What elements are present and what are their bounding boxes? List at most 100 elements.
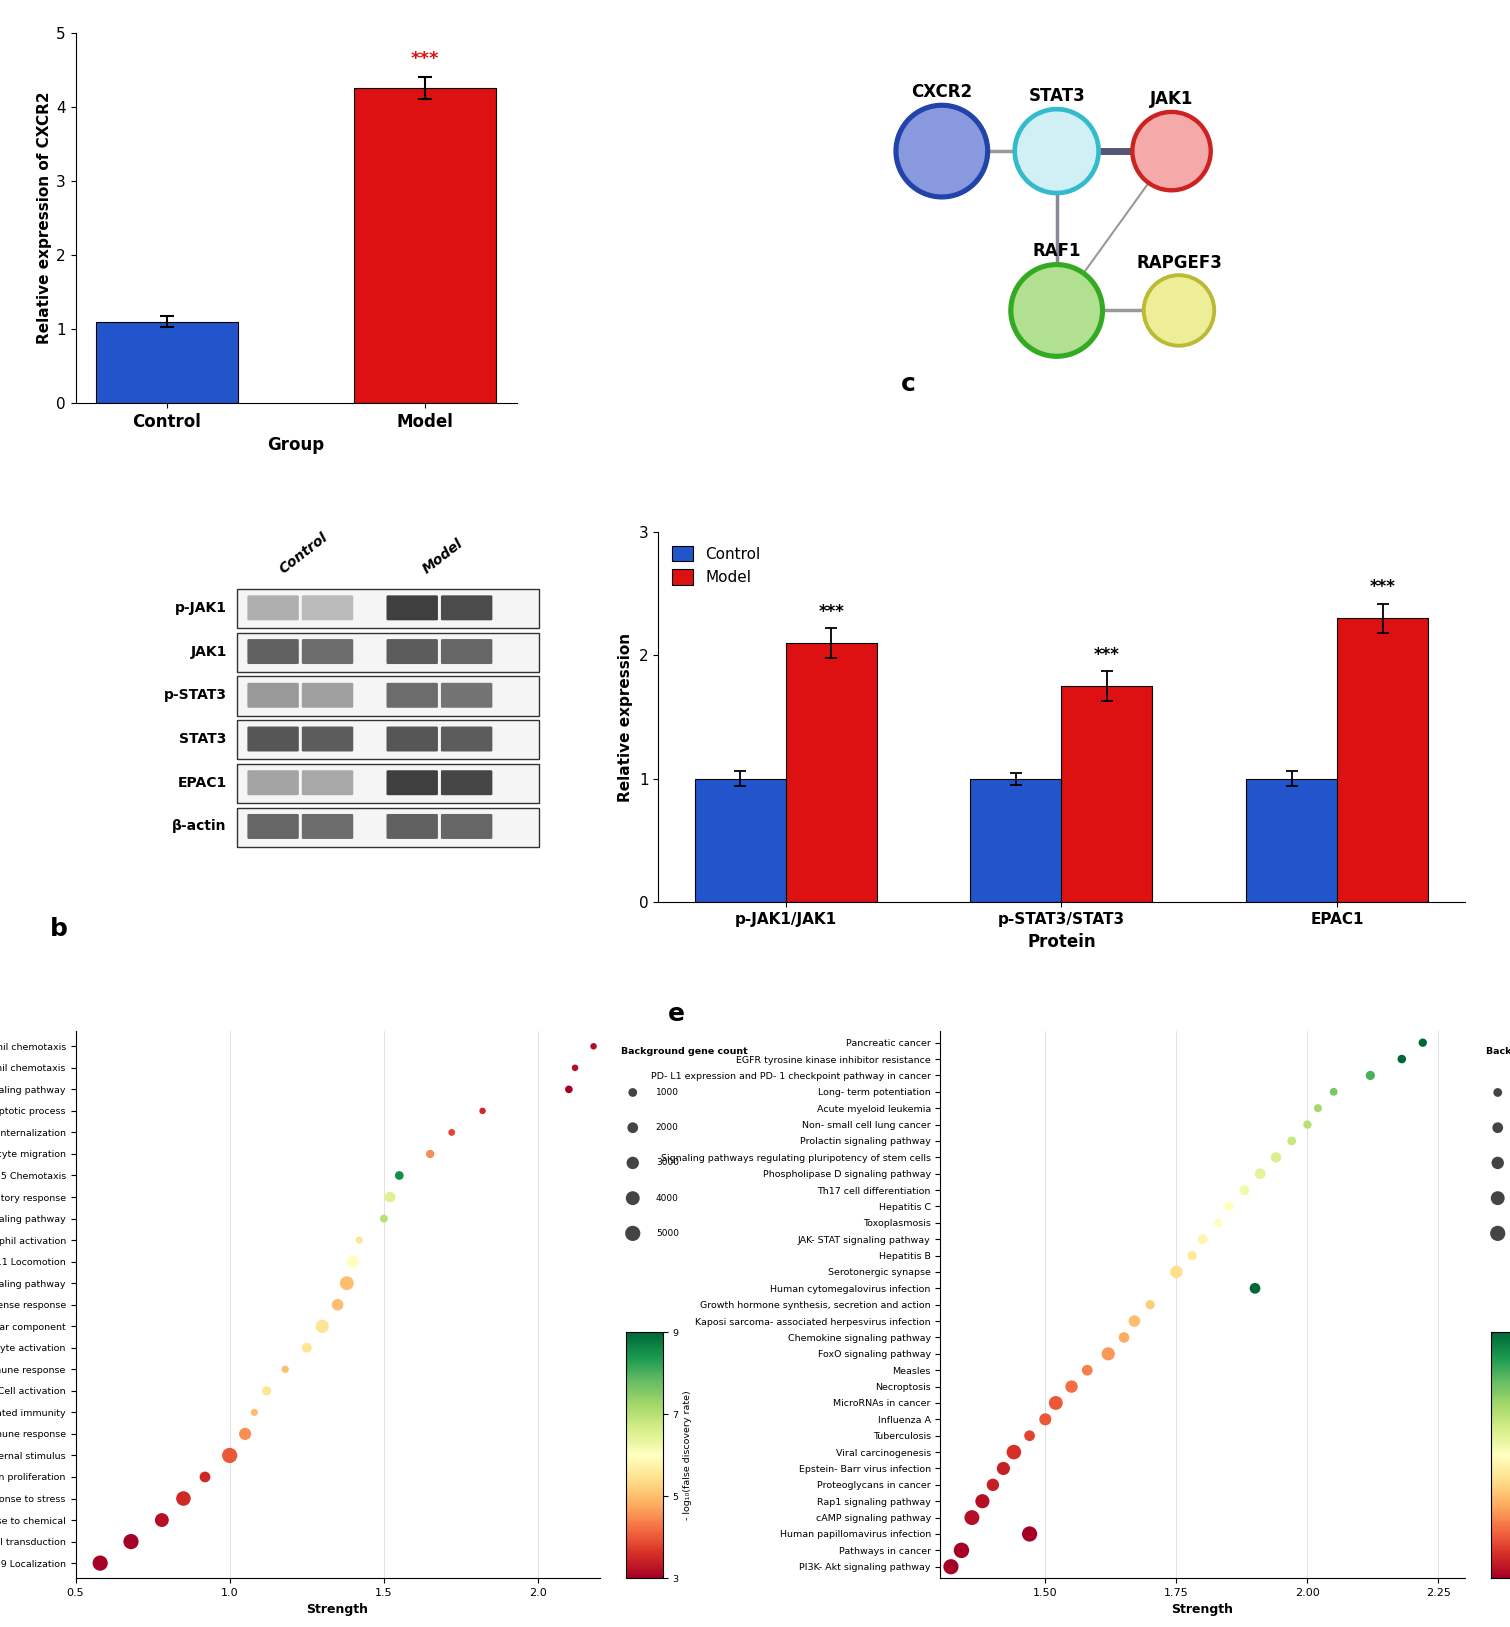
Point: [119, 1528, 143, 1554]
Circle shape: [1009, 262, 1104, 358]
FancyBboxPatch shape: [248, 595, 299, 620]
Text: e: e: [667, 1002, 686, 1025]
Text: STAT3: STAT3: [180, 732, 226, 747]
Point: [939, 1554, 963, 1580]
Text: RAF1: RAF1: [1033, 242, 1081, 260]
Point: [418, 1141, 442, 1167]
Point: [347, 1227, 371, 1253]
Point: [273, 1357, 297, 1383]
FancyBboxPatch shape: [302, 770, 353, 796]
X-axis label: Group: Group: [267, 436, 325, 454]
Point: [1096, 1341, 1120, 1367]
Point: [217, 1443, 242, 1469]
Point: [1001, 1438, 1025, 1464]
FancyBboxPatch shape: [441, 683, 492, 708]
Point: [371, 1206, 396, 1232]
FancyBboxPatch shape: [237, 763, 539, 804]
Point: [1033, 1406, 1057, 1432]
Point: [982, 1472, 1006, 1498]
FancyBboxPatch shape: [248, 727, 299, 752]
Point: [1410, 1030, 1434, 1056]
Circle shape: [898, 109, 985, 194]
Point: [310, 1313, 334, 1339]
FancyBboxPatch shape: [248, 814, 299, 840]
Point: [88, 1551, 112, 1577]
Point: [1139, 1292, 1163, 1318]
Point: [971, 1489, 995, 1515]
X-axis label: Strength: Strength: [307, 1604, 368, 1617]
Point: [1389, 1046, 1413, 1072]
Text: Model: Model: [420, 537, 465, 576]
Point: [1321, 1079, 1345, 1105]
Point: [1190, 1227, 1214, 1253]
Circle shape: [1136, 116, 1208, 187]
Point: [557, 1077, 581, 1103]
Y-axis label: Relative expression of CXCR2: Relative expression of CXCR2: [36, 91, 51, 345]
FancyBboxPatch shape: [237, 589, 539, 628]
FancyBboxPatch shape: [237, 721, 539, 760]
FancyBboxPatch shape: [441, 727, 492, 752]
FancyBboxPatch shape: [302, 814, 353, 840]
Point: [1018, 1521, 1042, 1547]
FancyBboxPatch shape: [441, 595, 492, 620]
Circle shape: [1143, 273, 1216, 347]
Text: JAK1: JAK1: [1149, 89, 1193, 109]
Bar: [971, 779, 1062, 903]
Point: [171, 1485, 195, 1511]
Bar: [1246, 779, 1336, 903]
Point: [563, 1054, 587, 1080]
Text: Control: Control: [276, 530, 331, 576]
Text: β-actin: β-actin: [172, 820, 226, 833]
Point: [1306, 1095, 1330, 1121]
FancyBboxPatch shape: [302, 595, 353, 620]
FancyBboxPatch shape: [248, 683, 299, 708]
FancyBboxPatch shape: [387, 683, 438, 708]
Point: [1249, 1160, 1273, 1186]
Circle shape: [1146, 278, 1211, 343]
X-axis label: Strength: Strength: [1172, 1604, 1234, 1617]
FancyBboxPatch shape: [248, 770, 299, 796]
Text: STAT3: STAT3: [1028, 88, 1086, 106]
Bar: [695, 779, 785, 903]
Text: RAPGEF3: RAPGEF3: [1136, 254, 1222, 272]
Text: p-STAT3: p-STAT3: [163, 688, 226, 703]
FancyBboxPatch shape: [441, 770, 492, 796]
FancyBboxPatch shape: [237, 807, 539, 846]
FancyBboxPatch shape: [441, 814, 492, 840]
Bar: [355, 88, 497, 403]
FancyBboxPatch shape: [302, 639, 353, 664]
Point: [1296, 1111, 1320, 1137]
Point: [1206, 1210, 1231, 1237]
Point: [439, 1119, 464, 1145]
Point: [991, 1456, 1015, 1482]
Circle shape: [1015, 268, 1099, 353]
FancyBboxPatch shape: [302, 727, 353, 752]
Point: [1232, 1176, 1256, 1202]
Point: [387, 1162, 411, 1188]
Text: JAK1: JAK1: [190, 644, 226, 659]
Bar: [95, 322, 237, 403]
Text: ***: ***: [818, 604, 844, 622]
Point: [1217, 1194, 1241, 1220]
Point: [341, 1248, 365, 1274]
FancyBboxPatch shape: [387, 595, 438, 620]
Text: EPAC1: EPAC1: [178, 776, 226, 789]
FancyBboxPatch shape: [237, 633, 539, 672]
Point: [233, 1420, 257, 1446]
Point: [960, 1505, 985, 1531]
Bar: [1336, 618, 1428, 903]
Point: [1179, 1243, 1203, 1269]
FancyBboxPatch shape: [387, 770, 438, 796]
Point: [149, 1507, 174, 1533]
Text: ***: ***: [1370, 578, 1395, 595]
Point: [471, 1098, 495, 1124]
Text: CXCR2: CXCR2: [911, 83, 972, 101]
FancyBboxPatch shape: [387, 814, 438, 840]
Point: [1075, 1357, 1099, 1383]
FancyBboxPatch shape: [248, 639, 299, 664]
Point: [581, 1033, 606, 1059]
Y-axis label: Relative expression: Relative expression: [618, 633, 633, 802]
FancyBboxPatch shape: [237, 677, 539, 716]
Circle shape: [1013, 107, 1101, 195]
Text: c: c: [901, 371, 917, 395]
